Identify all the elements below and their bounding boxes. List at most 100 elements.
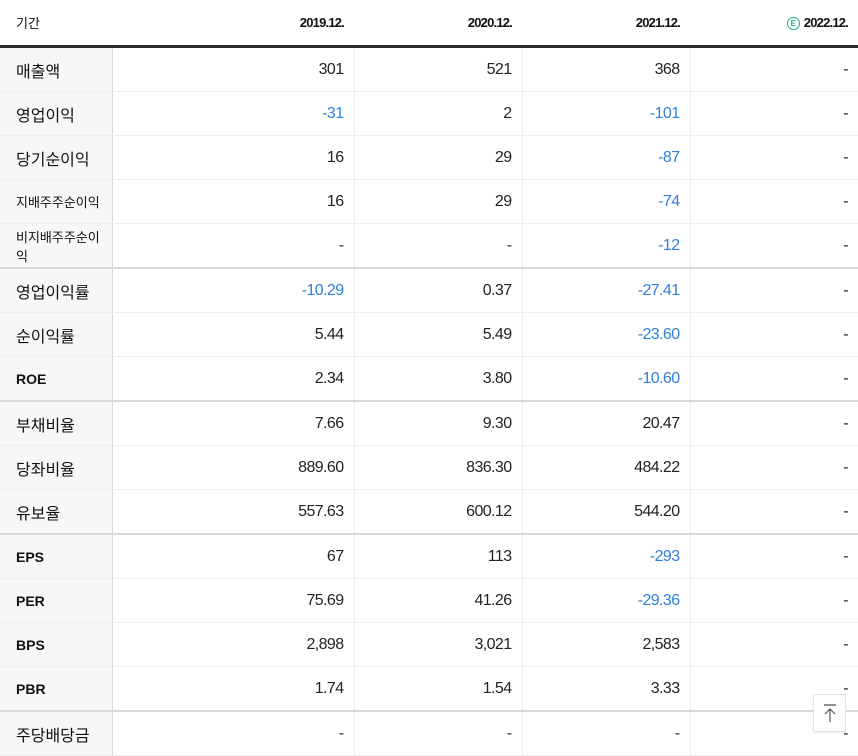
value-cell: 544.20 (521, 489, 690, 535)
table-row: 당기순이익 16 29 -87- (0, 135, 858, 180)
value-cell: -10.60 (521, 356, 690, 402)
value-cell: 16 (111, 179, 354, 224)
value-cell: 484.22 (521, 445, 690, 490)
value-cell: -101 (521, 91, 690, 136)
column-header-2021: 2021.12. (522, 0, 690, 48)
value-cell: 29 (353, 179, 522, 224)
value-cell: - (689, 46, 858, 92)
column-header-label: 2019.12. (299, 15, 345, 30)
value-cell: 5.49 (353, 312, 522, 357)
value-cell: 1.54 (353, 666, 522, 712)
row-label: BPS (0, 622, 113, 667)
row-label: 주당배당금 (0, 711, 113, 756)
value-cell: 41.26 (353, 578, 522, 623)
value-cell: 2,583 (521, 622, 690, 667)
row-label: PBR (0, 666, 113, 712)
row-label: 유보율 (0, 489, 113, 535)
estimate-icon: E (786, 17, 800, 30)
table-row: 유보율 557.63 600.12 544.20- (0, 489, 858, 535)
value-cell: 113 (353, 534, 522, 579)
header-row: 기간 2019.12. 2020.12. 2021.12. E 2022.12. (0, 0, 858, 48)
value-cell: -87 (521, 135, 690, 180)
scroll-to-top-button[interactable] (813, 694, 846, 732)
value-cell: 301 (111, 46, 354, 92)
row-label: 부채비율 (0, 401, 113, 446)
value-cell: -10.29 (111, 268, 354, 313)
value-cell: 16 (111, 135, 354, 180)
value-cell: 368 (521, 46, 690, 92)
value-cell: - (689, 223, 858, 269)
value-cell: 29 (353, 135, 522, 180)
value-cell: 2 (353, 91, 522, 136)
column-header-2022: E 2022.12. (690, 0, 858, 48)
value-cell: 2.34 (111, 356, 354, 402)
value-cell: -293 (521, 534, 690, 579)
value-cell: - (689, 135, 858, 180)
table-row: 비지배주주순이익 - - -12- (0, 223, 858, 269)
value-cell: 1.74 (111, 666, 354, 712)
value-cell: - (689, 401, 858, 446)
value-cell: 20.47 (521, 401, 690, 446)
table-row: 부채비율 7.66 9.30 20.47- (0, 401, 858, 446)
column-header-2020: 2020.12. (354, 0, 522, 48)
value-cell: - (689, 534, 858, 579)
table-row: 순이익률 5.44 5.49 -23.60- (0, 312, 858, 357)
column-header-2019: 2019.12. (112, 0, 354, 48)
row-label: EPS (0, 534, 113, 579)
column-header-label: 2021.12. (635, 15, 681, 30)
value-cell: 67 (111, 534, 354, 579)
table-row: PBR 1.74 1.54 3.33- (0, 666, 858, 712)
row-label: 매출액 (0, 46, 113, 92)
row-label: PER (0, 578, 113, 623)
table-row: 영업이익률 -10.29 0.37 -27.41- (0, 268, 858, 313)
arrow-up-to-top-icon (823, 704, 836, 722)
row-label: 순이익률 (0, 312, 113, 357)
value-cell: - (111, 711, 354, 756)
table-row: PER 75.69 41.26 -29.36- (0, 578, 858, 623)
row-label: ROE (0, 356, 113, 402)
value-cell: 521 (353, 46, 522, 92)
value-cell: -27.41 (521, 268, 690, 313)
table-row: 당좌비율 889.60 836.30 484.22- (0, 445, 858, 490)
table-row: ROE 2.34 3.80 -10.60- (0, 356, 858, 402)
value-cell: 836.30 (353, 445, 522, 490)
value-cell: 3.33 (521, 666, 690, 712)
value-cell: -74 (521, 179, 690, 224)
value-cell: 5.44 (111, 312, 354, 357)
value-cell: - (689, 356, 858, 402)
value-cell: - (521, 711, 690, 756)
value-cell: -31 (111, 91, 354, 136)
column-header-label: 2020.12. (467, 15, 513, 30)
value-cell: 0.37 (353, 268, 522, 313)
column-header-label: 2022.12. (803, 15, 849, 30)
value-cell: -29.36 (521, 578, 690, 623)
value-cell: - (353, 223, 522, 269)
value-cell: 600.12 (353, 489, 522, 535)
value-cell: - (689, 91, 858, 136)
value-cell: 2,898 (111, 622, 354, 667)
value-cell: - (689, 578, 858, 623)
period-header: 기간 (0, 0, 112, 48)
value-cell: - (689, 312, 858, 357)
value-cell: 75.69 (111, 578, 354, 623)
value-cell: - (689, 268, 858, 313)
value-cell: -23.60 (521, 312, 690, 357)
row-label: 지배주주순이익 (0, 179, 113, 224)
table-row: EPS 67 113 -293- (0, 534, 858, 579)
row-label: 당기순이익 (0, 135, 113, 180)
value-cell: - (689, 622, 858, 667)
table-row: BPS 2,898 3,021 2,583- (0, 622, 858, 667)
table-row: 주당배당금 - - - - (0, 711, 858, 756)
value-cell: 7.66 (111, 401, 354, 446)
value-cell: 3,021 (353, 622, 522, 667)
row-label: 영업이익 (0, 91, 113, 136)
value-cell: 3.80 (353, 356, 522, 402)
value-cell: - (111, 223, 354, 269)
row-label: 당좌비율 (0, 445, 113, 490)
value-cell: - (689, 489, 858, 535)
table-row: 지배주주순이익 16 29 -74- (0, 179, 858, 224)
value-cell: - (689, 179, 858, 224)
value-cell: - (353, 711, 522, 756)
value-cell: 557.63 (111, 489, 354, 535)
